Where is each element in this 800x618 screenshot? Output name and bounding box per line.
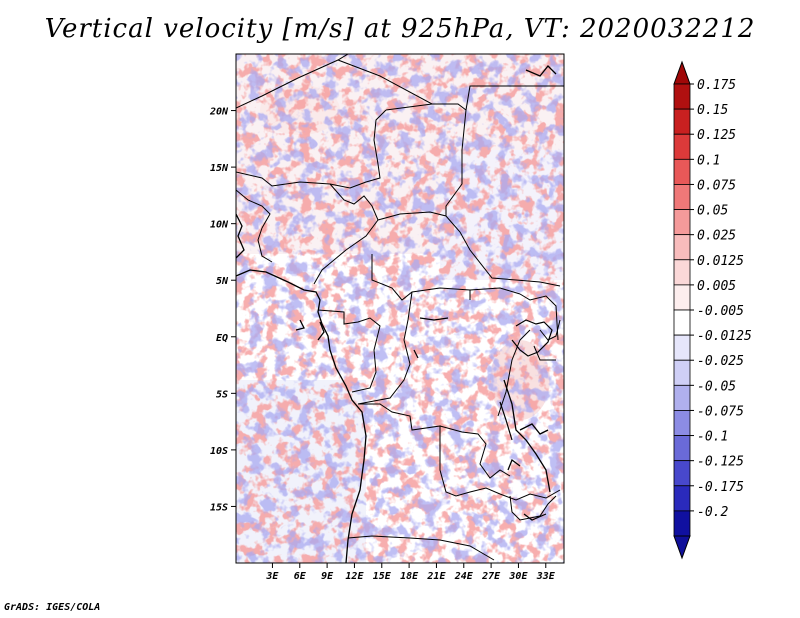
colorbar-swatch: [673, 83, 691, 110]
colorbar-label: -0.075: [697, 404, 744, 419]
colorbar-swatch: [673, 184, 691, 210]
colorbar-label: 0.0125: [697, 254, 744, 269]
lon-tick-label: 15E: [373, 571, 392, 582]
colorbar-label: -0.0125: [697, 329, 752, 344]
lon-tick-label: 12E: [345, 571, 364, 582]
colorbar-label: 0.125: [697, 128, 736, 143]
grads-credit: GrADS: IGES/COLA: [4, 602, 101, 613]
colorbar-swatch: [673, 510, 691, 537]
colorbar-max-arrow: [673, 60, 691, 85]
colorbar-swatch: [673, 460, 691, 487]
colorbar-swatch: [673, 234, 691, 261]
colorbar-label: -0.2: [697, 505, 728, 520]
colorbar-swatch: [673, 435, 691, 462]
colorbar-label: 0.005: [697, 279, 736, 294]
colorbar-label: 0.175: [697, 78, 736, 93]
colorbar-label: -0.005: [697, 304, 744, 319]
colorbar-labels: 0.175 0.15 0.125 0.1 0.075 0.05 0.025 0.0125 0.0…: [690, 78, 752, 520]
lon-tick-label: 27E: [481, 571, 501, 582]
coastline: [236, 65, 557, 563]
lon-tick-label: 3E: [265, 571, 279, 582]
lon-tick-label: 24E: [454, 571, 474, 582]
lon-tick-label: 21E: [426, 571, 446, 582]
colorbar-label: 0.15: [697, 103, 728, 118]
colorbar-label: 0.1: [697, 153, 720, 168]
colorbar: [673, 60, 691, 560]
lat-tick-label: 15S: [210, 502, 228, 513]
lon-tick-label: 30E: [508, 571, 528, 582]
colorbar-swatch: [673, 485, 691, 512]
colorbar-swatch: [673, 108, 691, 135]
lat-tick-label: 5S: [216, 389, 228, 400]
negative-velocity-field: [236, 54, 564, 563]
colorbar-label: -0.05: [697, 379, 736, 394]
colorbar-label: -0.025: [697, 354, 744, 369]
colorbar-swatch: [673, 133, 691, 160]
lat-tick-label: 20N: [209, 107, 229, 118]
lon-tick-label: 18E: [400, 571, 419, 582]
chart-title: Vertical velocity [m/s] at 925hPa, VT: 2…: [44, 14, 756, 44]
country-borders: [236, 54, 564, 561]
colorbar-label: -0.175: [697, 480, 744, 495]
colorbar-swatch: [673, 359, 691, 386]
colorbar-label: 0.025: [697, 229, 736, 244]
lat-tick-label: 10N: [210, 220, 229, 231]
lat-tick-label: 5N: [216, 276, 229, 287]
map-panel: [236, 54, 564, 563]
lon-tick-label: 6E: [294, 571, 307, 582]
lon-tick-label: 33E: [536, 571, 556, 582]
lat-tick-label: 15N: [210, 163, 229, 174]
map-frame: [235, 53, 565, 564]
colorbar-label: 0.075: [697, 178, 736, 193]
colorbar-label: -0.1: [697, 430, 728, 445]
colorbar-label: 0.05: [697, 204, 728, 219]
colorbar-swatch: [673, 259, 691, 286]
colorbar-swatch: [673, 209, 691, 236]
colorbar-swatch: [673, 158, 691, 185]
lat-tick-label: 10S: [210, 446, 228, 457]
longitude-axis: 3E 6E 9E 12E 15E 18E 21E 24E 27E 30E 33E: [265, 563, 556, 582]
lakes: [413, 317, 553, 521]
colorbar-swatch: [673, 309, 691, 336]
lat-tick-label: EQ: [216, 333, 228, 344]
colorbar-label: -0.125: [697, 455, 744, 470]
colorbar-swatch: [673, 284, 691, 311]
lon-tick-label: 9E: [321, 571, 334, 582]
colorbar-swatch: [673, 384, 691, 411]
latitude-axis: 20N 15N 10N 5N EQ 5S 10S 15S: [209, 107, 236, 513]
colorbar-swatch: [673, 410, 691, 436]
colorbar-min-arrow: [673, 535, 691, 560]
colorbar-swatch: [673, 334, 691, 361]
